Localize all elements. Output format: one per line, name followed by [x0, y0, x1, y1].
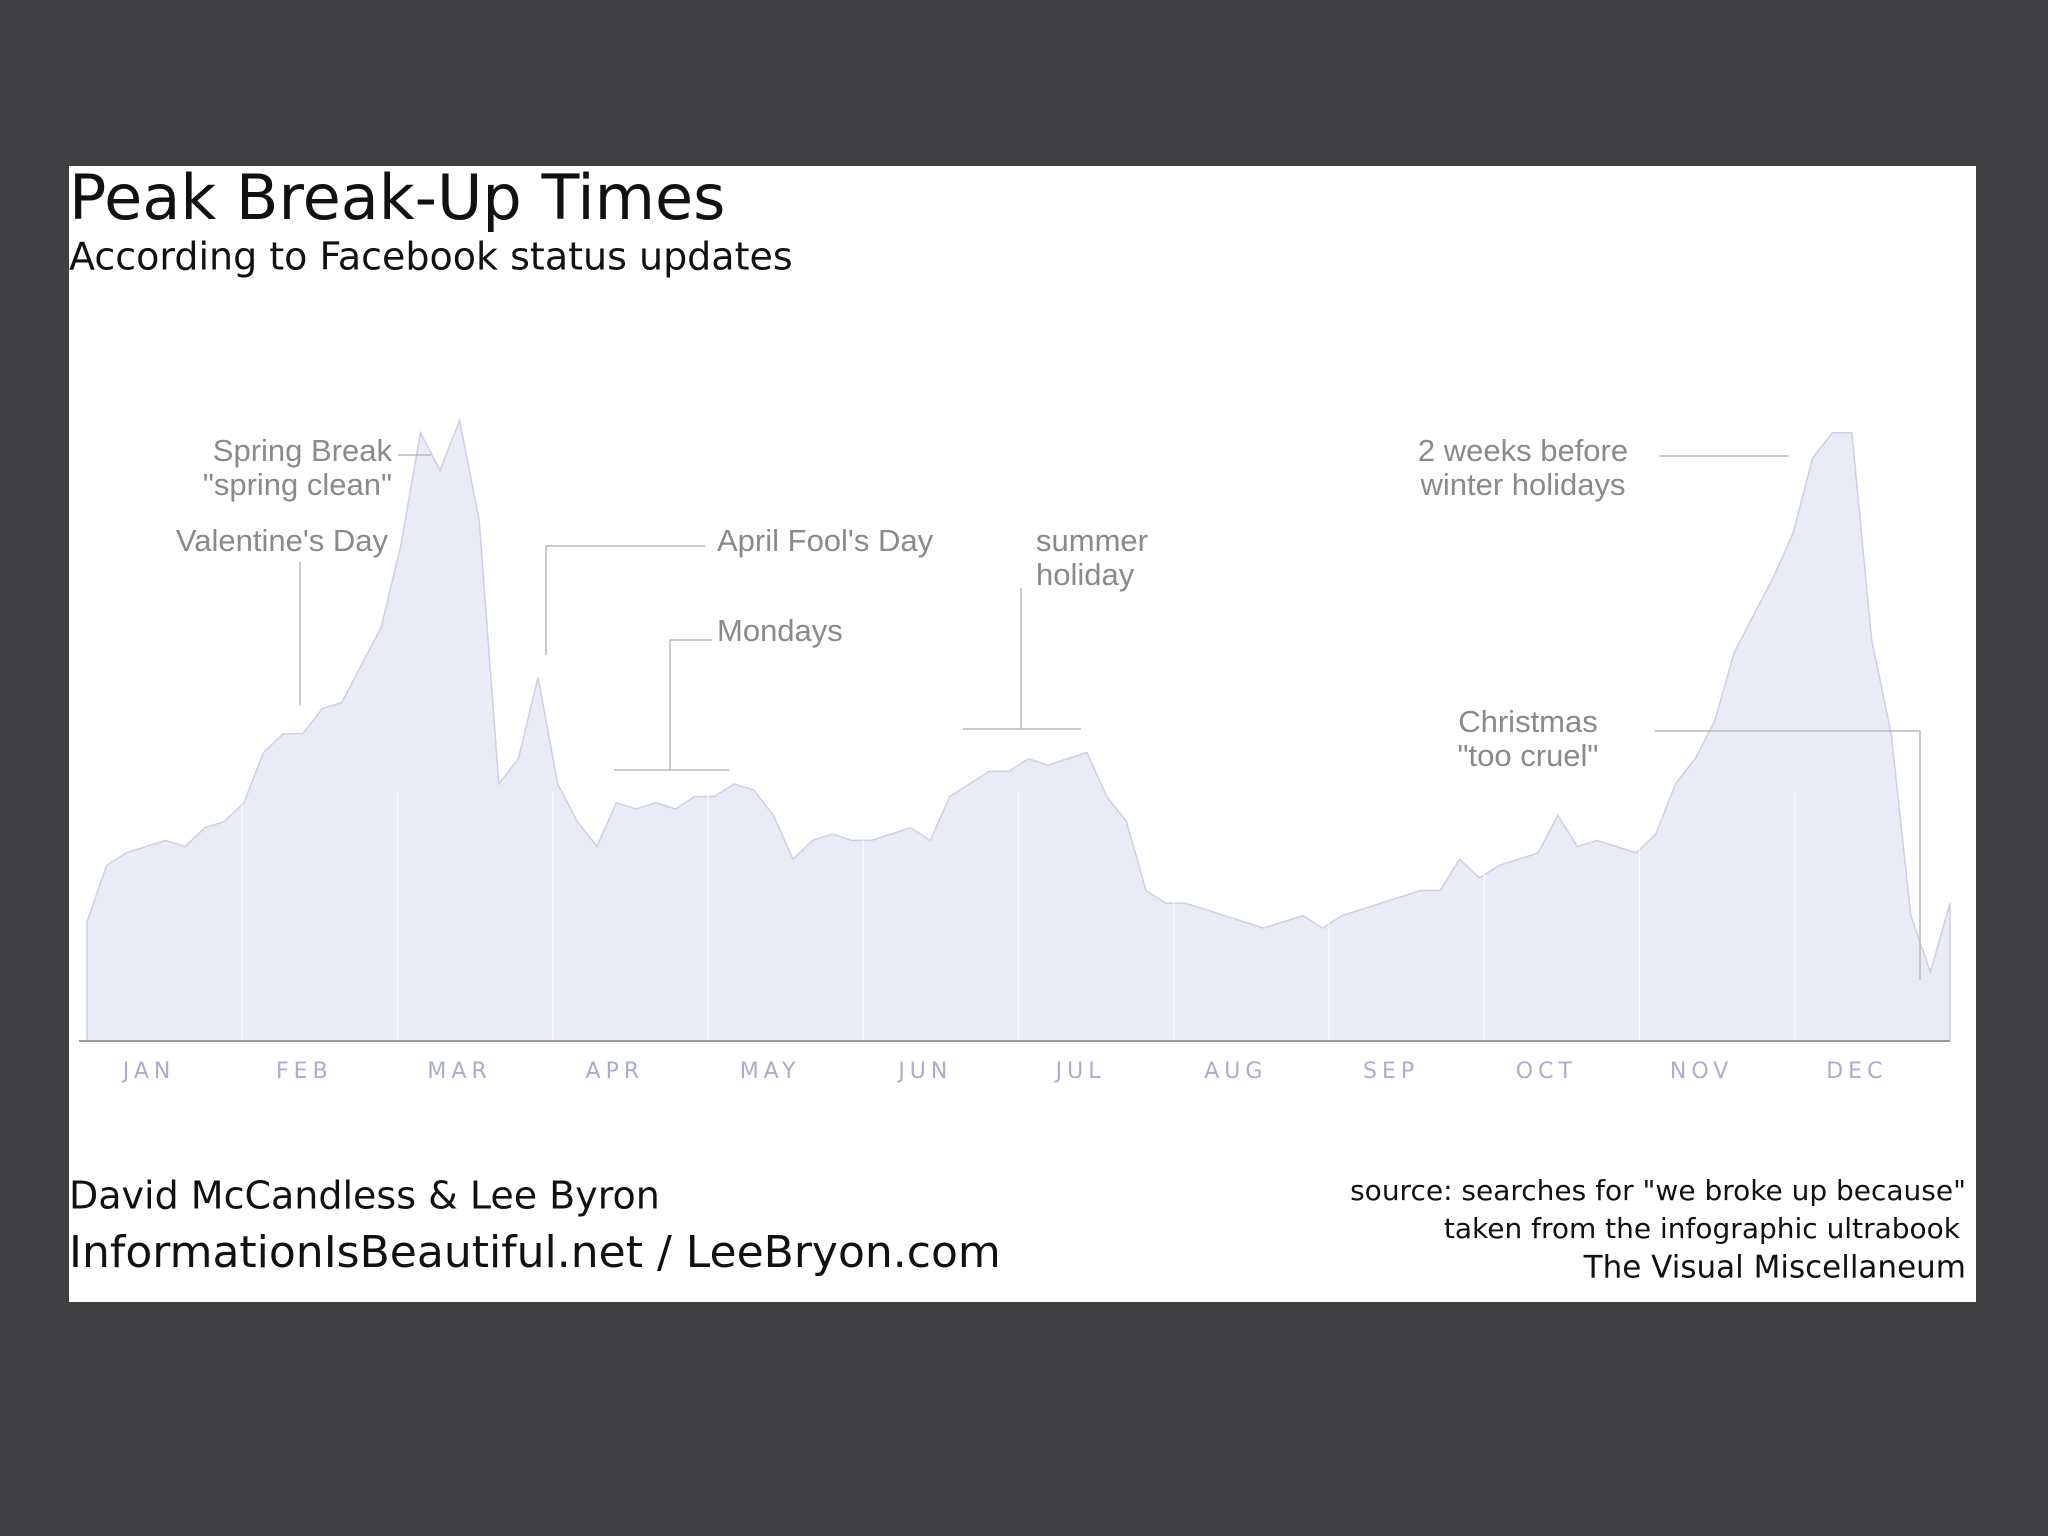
x-tick-label: APR — [586, 1059, 645, 1084]
x-tick-label: AUG — [1204, 1059, 1267, 1084]
annotation: Spring Break — [213, 433, 393, 468]
annotation: 2 weeks before — [1418, 433, 1628, 468]
leader-line — [669, 639, 712, 770]
x-tick-label: MAR — [427, 1059, 491, 1084]
source: source: searches for "we broke up becaus… — [1350, 1174, 1966, 1207]
leader-line — [1655, 730, 1921, 980]
x-tick-label: DEC — [1826, 1059, 1887, 1084]
x-tick-label: OCT — [1516, 1059, 1577, 1084]
x-tick-label: JUL — [1054, 1059, 1106, 1084]
credit: InformationIsBeautiful.net / LeeBryon.co… — [69, 1227, 1001, 1278]
annotation: holiday — [1036, 557, 1135, 592]
source: taken from the infographic ultrabook — [1444, 1212, 1961, 1245]
chart-title: Peak Break-Up Times — [69, 161, 725, 234]
annotation: "spring clean" — [203, 467, 392, 502]
annotation: Christmas — [1458, 704, 1598, 739]
annotation: winter holidays — [1419, 467, 1625, 502]
annotation: "too cruel" — [1458, 738, 1599, 773]
x-tick-label: SEP — [1363, 1059, 1419, 1084]
annotation: April Fool's Day — [717, 523, 934, 558]
annotation: Mondays — [717, 613, 843, 648]
leader-lines — [299, 454, 1921, 980]
chart-subtitle: According to Facebook status updates — [69, 235, 793, 279]
annotation: summer — [1036, 523, 1148, 558]
x-tick-label: FEB — [276, 1059, 333, 1084]
x-tick-label: MAY — [740, 1059, 801, 1084]
annotation: Valentine's Day — [176, 523, 389, 558]
x-tick-label: JAN — [121, 1059, 176, 1084]
x-tick-label: NOV — [1670, 1059, 1733, 1084]
leader-line — [545, 545, 705, 655]
credit: David McCandless & Lee Byron — [69, 1174, 660, 1218]
x-tick-label: JUN — [896, 1059, 952, 1084]
source: The Visual Miscellaneum — [1583, 1250, 1966, 1286]
